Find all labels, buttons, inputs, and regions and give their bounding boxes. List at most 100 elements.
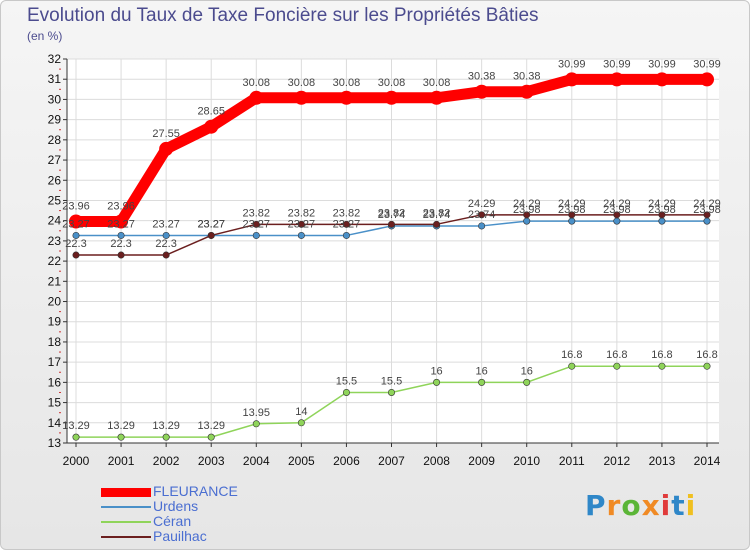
data-label: 23.96: [62, 200, 90, 212]
data-point: [162, 231, 170, 239]
data-point: [613, 211, 621, 219]
logo-letter: o: [621, 489, 642, 522]
data-label: 30.38: [513, 71, 541, 83]
data-point: [654, 72, 669, 87]
data-point: [658, 362, 666, 370]
y-tick-label: 26: [48, 173, 62, 187]
data-point: [474, 84, 489, 99]
data-point: [72, 251, 80, 259]
data-point: [159, 141, 174, 156]
data-label: 13.29: [107, 420, 135, 432]
data-label: 30.08: [333, 77, 361, 89]
logo-letter: r: [606, 489, 622, 522]
data-label: 24.29: [648, 198, 676, 210]
y-tick-label: 30: [48, 92, 62, 106]
data-label: 23.27: [197, 218, 225, 230]
proxiti-logo: Proxiti: [585, 489, 696, 522]
data-label: 22.3: [155, 238, 176, 250]
data-label: 30.99: [648, 58, 676, 70]
data-point: [342, 231, 350, 239]
data-label: 24.29: [468, 198, 496, 210]
data-point: [613, 362, 621, 370]
data-point: [703, 211, 711, 219]
logo-letter: x: [641, 489, 661, 522]
y-tick-label: 23: [48, 234, 62, 248]
data-label: 24.29: [558, 198, 586, 210]
data-point: [613, 217, 621, 225]
data-point: [658, 217, 666, 225]
data-point: [387, 220, 395, 228]
data-label: 24.29: [513, 198, 541, 210]
data-point: [297, 220, 305, 228]
y-tick-label: 29: [48, 113, 62, 127]
data-point: [117, 231, 125, 239]
data-label: 30.99: [603, 58, 631, 70]
data-point: [519, 84, 534, 99]
data-label: 23.27: [62, 218, 90, 230]
data-label: 23.82: [243, 207, 271, 219]
data-label: 23.82: [423, 207, 451, 219]
y-tick-label: 25: [48, 193, 62, 207]
x-tick-label: 2009: [468, 454, 495, 468]
data-point: [478, 378, 486, 386]
data-point: [69, 214, 83, 229]
data-point: [117, 433, 125, 441]
x-tick-label: 2006: [333, 454, 360, 468]
legend-swatch-ceran: [101, 521, 151, 523]
x-tick-label: 2002: [153, 454, 180, 468]
data-point: [703, 217, 711, 225]
data-label: 23.98: [693, 204, 721, 216]
legend-swatch-urdens: [101, 506, 151, 508]
x-tick-label: 2010: [513, 454, 540, 468]
x-tick-label: 2003: [198, 454, 225, 468]
x-tick-label: 2005: [288, 454, 315, 468]
chart-title: Evolution du Taux de Taxe Foncière sur l…: [27, 5, 539, 26]
y-tick-label: 28: [48, 133, 62, 147]
x-tick-label: 2004: [243, 454, 270, 468]
data-label: 23.27: [197, 218, 225, 230]
data-label: 24.29: [693, 198, 721, 210]
data-label: 16: [430, 365, 442, 377]
data-point: [568, 217, 576, 225]
data-label: 23.98: [558, 204, 586, 216]
data-point: [339, 90, 354, 105]
data-point: [297, 231, 305, 239]
data-point: [523, 378, 531, 386]
data-point: [564, 72, 579, 87]
data-point: [252, 220, 260, 228]
data-label: 23.74: [378, 209, 406, 221]
data-label: 23.27: [243, 218, 271, 230]
data-label: 30.08: [423, 77, 451, 89]
data-point: [249, 90, 264, 105]
y-tick-label: 14: [48, 416, 62, 430]
legend-label-pauilhac: Pauilhac: [153, 528, 207, 544]
data-label: 23.98: [648, 204, 676, 216]
x-tick-label: 2007: [378, 454, 405, 468]
y-tick-label: 22: [48, 254, 62, 268]
legend-swatch-pauilhac: [101, 536, 151, 538]
data-point: [384, 90, 399, 105]
data-point: [478, 211, 486, 219]
data-point: [207, 231, 215, 239]
logo-letter: t: [671, 489, 686, 522]
data-label: 30.08: [243, 77, 271, 89]
data-point: [568, 211, 576, 219]
data-point: [297, 419, 305, 427]
data-point: [568, 362, 576, 370]
data-label: 15.5: [381, 375, 402, 387]
y-tick-label: 15: [48, 396, 62, 410]
data-point: [342, 220, 350, 228]
data-point: [162, 433, 170, 441]
data-point: [429, 90, 444, 105]
data-label: 30.08: [288, 77, 316, 89]
data-point: [114, 214, 129, 229]
data-label: 30.99: [693, 58, 721, 70]
data-point: [117, 251, 125, 259]
data-label: 30.99: [558, 58, 586, 70]
data-point: [387, 388, 395, 396]
data-point: [294, 90, 309, 105]
y-tick-label: 20: [48, 295, 62, 309]
data-label: 23.82: [288, 207, 316, 219]
data-label: 23.82: [378, 207, 406, 219]
